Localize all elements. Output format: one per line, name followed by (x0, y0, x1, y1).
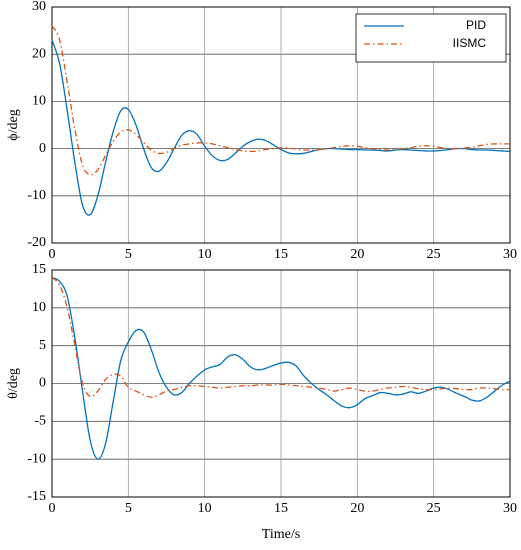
x-tick-label: 10 (198, 247, 212, 262)
x-tick-label: 30 (503, 501, 517, 516)
y-tick-label: -5 (34, 414, 46, 429)
x-tick-label: 5 (125, 501, 132, 516)
y-tick-label: 30 (32, 0, 46, 14)
axes-frame (51, 6, 511, 244)
y-tick-label: 0 (39, 376, 46, 391)
y-axis-label: ϕ/deg (6, 109, 21, 140)
x-axis-label: Time/s (262, 527, 300, 542)
legend-box (355, 13, 507, 63)
y-tick-label: 20 (32, 46, 46, 61)
data-line (51, 277, 511, 398)
y-tick-label: 10 (32, 94, 46, 109)
data-line (51, 39, 511, 216)
legend-label: PID (466, 18, 486, 32)
x-tick-label: 15 (274, 247, 288, 262)
x-tick-label: 30 (503, 247, 517, 262)
legend-label: IISMC (453, 36, 487, 50)
x-tick-label: 10 (198, 501, 212, 516)
x-tick-label: 5 (125, 247, 132, 262)
x-tick-label: 0 (49, 247, 56, 262)
axes-frame (51, 269, 511, 498)
y-tick-label: 10 (32, 300, 46, 315)
x-tick-label: 25 (427, 247, 441, 262)
y-tick-label: 5 (39, 338, 46, 353)
y-tick-label: -10 (27, 188, 46, 203)
x-tick-label: 25 (427, 501, 441, 516)
x-tick-label: 20 (350, 247, 364, 262)
x-tick-label: 20 (350, 501, 364, 516)
data-line (51, 25, 510, 176)
y-tick-label: 0 (39, 141, 46, 156)
y-tick-label: -10 (27, 451, 46, 466)
data-line (51, 276, 511, 460)
y-tick-label: -20 (27, 235, 46, 250)
y-tick-label: -15 (27, 489, 46, 504)
x-tick-label: 15 (274, 501, 288, 516)
x-tick-label: 0 (49, 501, 56, 516)
y-axis-label: θ/deg (6, 368, 21, 399)
y-tick-label: 15 (32, 262, 46, 277)
